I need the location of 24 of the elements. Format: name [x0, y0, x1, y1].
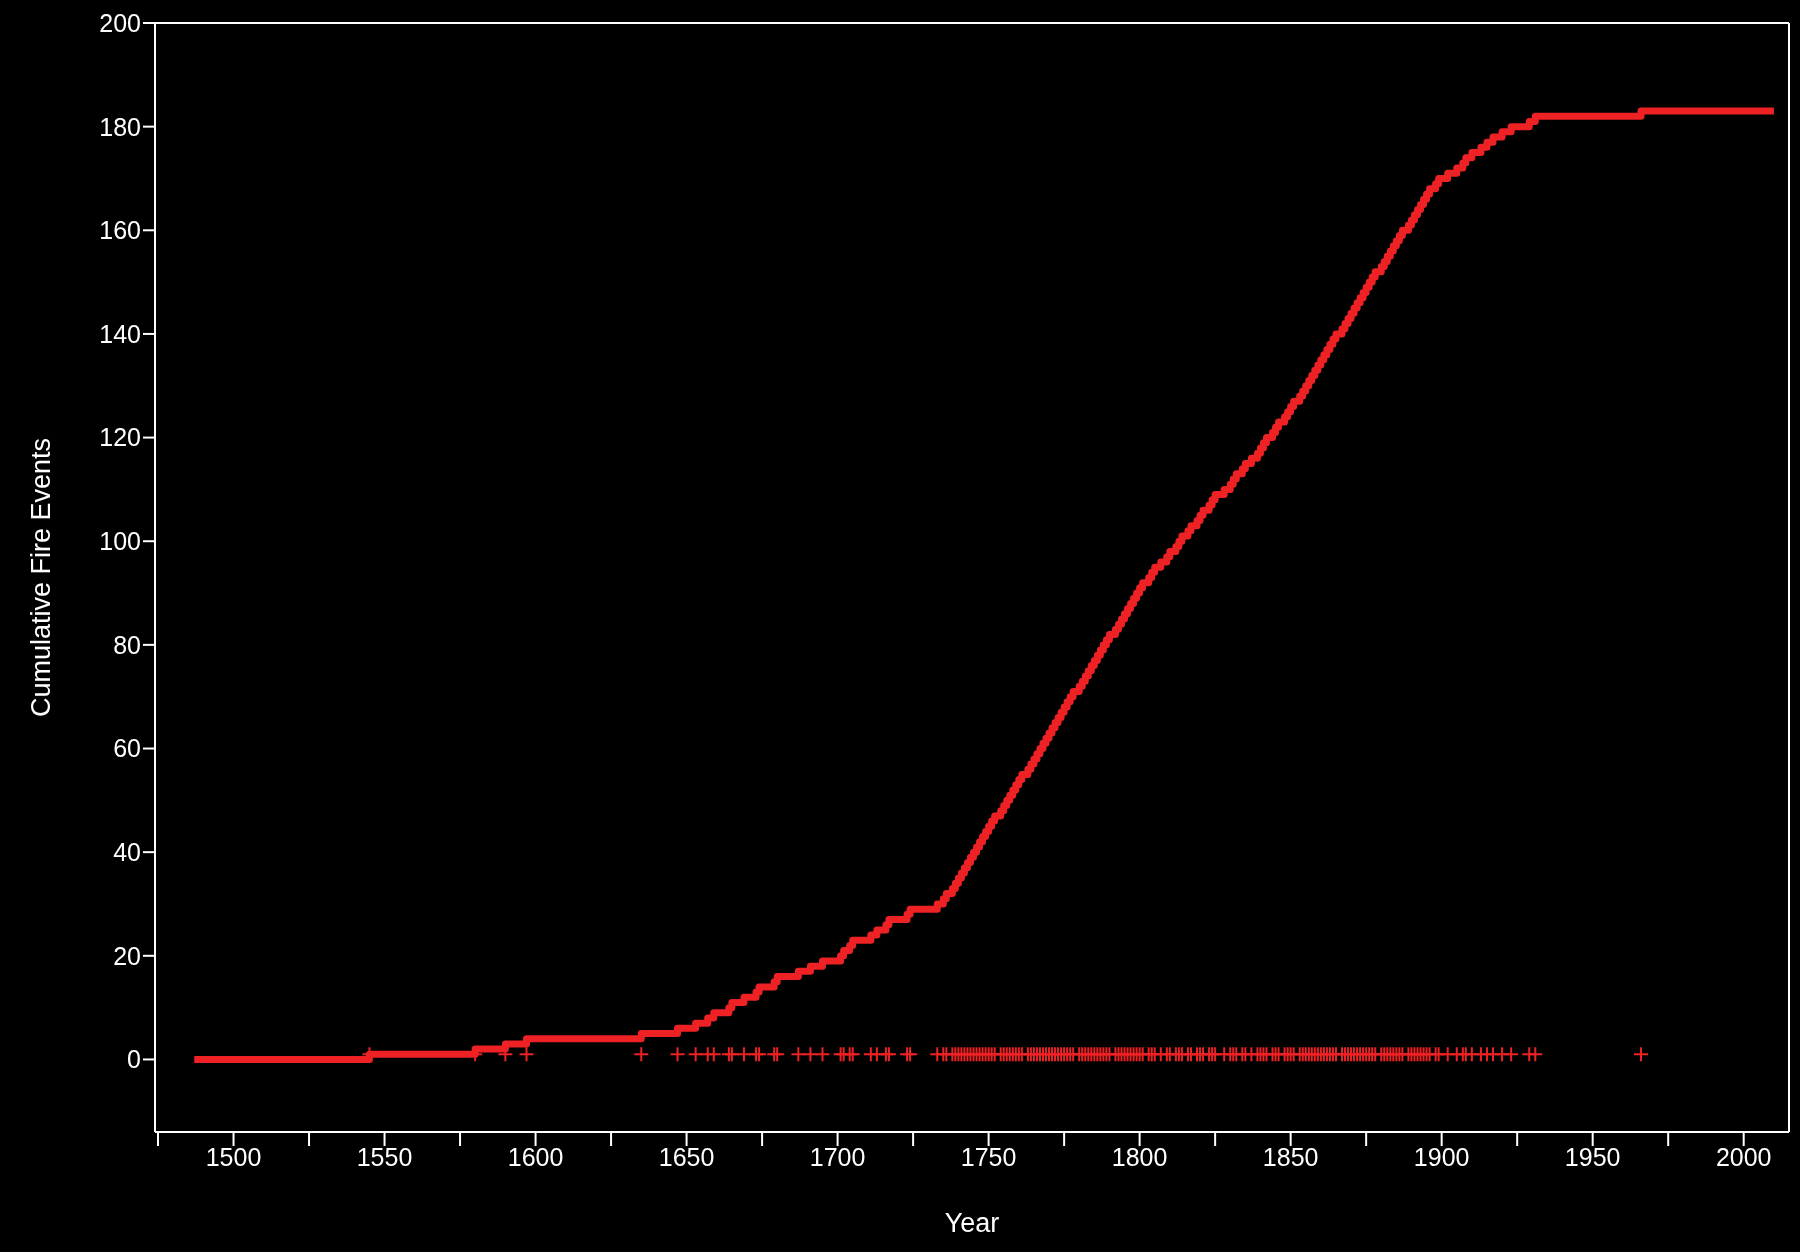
- x-tick-label: 1800: [1111, 1142, 1168, 1171]
- y-tick-label: 140: [99, 319, 141, 348]
- x-tick-label: 1500: [205, 1142, 262, 1171]
- x-tick-label: 2000: [1715, 1142, 1772, 1171]
- y-tick-label: 60: [113, 734, 141, 763]
- x-tick-label: 1900: [1413, 1142, 1470, 1171]
- y-tick-label: 100: [99, 527, 141, 556]
- x-tick-label: 1950: [1564, 1142, 1621, 1171]
- y-axis-title: Cumulative Fire Events: [25, 437, 56, 718]
- y-tick-label: 120: [99, 423, 141, 452]
- y-tick-label: 200: [99, 8, 141, 37]
- x-tick-label: 1750: [960, 1142, 1017, 1171]
- y-tick-label: 80: [113, 630, 141, 659]
- x-axis-title: Year: [944, 1208, 1000, 1238]
- y-tick-label: 0: [127, 1045, 141, 1074]
- y-tick-label: 160: [99, 216, 141, 245]
- x-tick-label: 1600: [507, 1142, 564, 1171]
- x-tick-label: 1550: [356, 1142, 413, 1171]
- x-tick-label: 1650: [658, 1142, 715, 1171]
- x-tick-label: 1850: [1262, 1142, 1319, 1171]
- y-tick-label: 20: [113, 941, 141, 970]
- x-tick-label: 1700: [809, 1142, 866, 1171]
- y-tick-label: 180: [99, 112, 141, 141]
- y-tick-label: 40: [113, 838, 141, 867]
